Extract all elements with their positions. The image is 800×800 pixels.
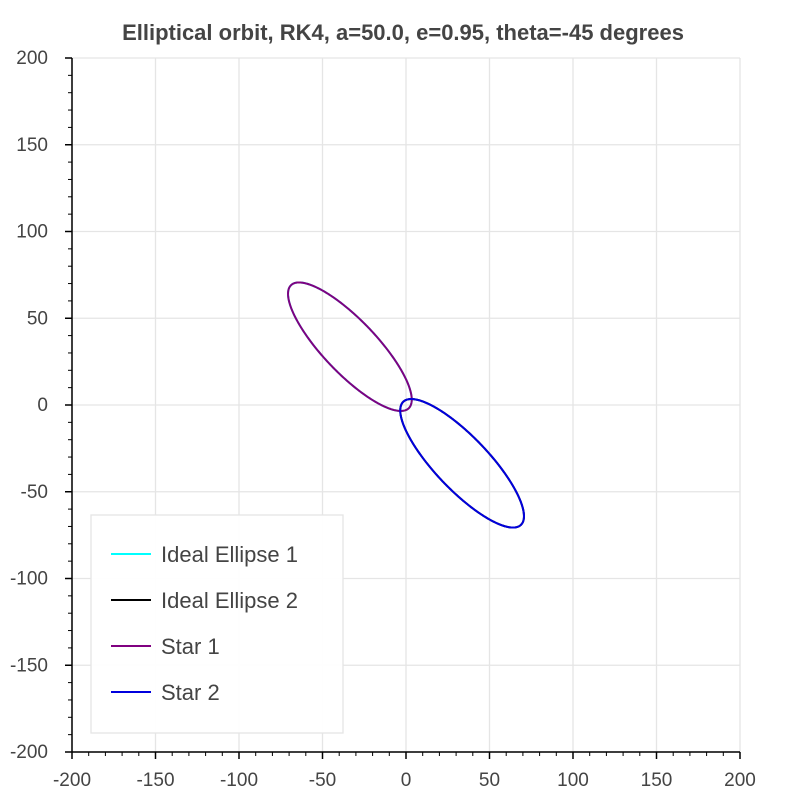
legend-label-1: Ideal Ellipse 1 — [161, 542, 298, 567]
legend: Ideal Ellipse 1 Ideal Ellipse 2 Star 1 Star… — [90, 514, 344, 734]
series-line-2 — [399, 398, 525, 529]
x-tick-label: -100 — [220, 770, 258, 791]
y-tick-label: 150 — [16, 135, 48, 156]
series-line-4 — [399, 398, 525, 529]
axes: -200 -150 -100 -50 0 50 100 150 200 -200 -150 -100 -… — [10, 48, 756, 791]
legend-label-3: Star 1 — [161, 634, 220, 659]
y-tick-label: -200 — [10, 742, 48, 763]
x-tick-label: -150 — [136, 770, 174, 791]
legend-label-2: Ideal Ellipse 2 — [161, 588, 298, 613]
y-tick-label: 100 — [16, 222, 48, 243]
series-line-1 — [287, 281, 413, 412]
x-tick-label: 200 — [724, 770, 756, 791]
x-tick-label: -50 — [309, 770, 336, 791]
series-line-3 — [287, 281, 413, 412]
legend-box — [90, 514, 344, 734]
x-tick-label: 100 — [557, 770, 589, 791]
y-tick-label: 0 — [37, 395, 48, 416]
y-tick-label: -50 — [21, 482, 48, 503]
y-tick-label: -150 — [10, 655, 48, 676]
x-tick-label: -200 — [53, 770, 91, 791]
y-tick-label: 200 — [16, 48, 48, 69]
x-tick-label: 150 — [641, 770, 673, 791]
y-tick-label: 50 — [27, 308, 48, 329]
y-tick-label: -100 — [10, 569, 48, 590]
legend-label-4: Star 2 — [161, 680, 220, 705]
series-lines — [287, 281, 525, 529]
x-tick-label: 0 — [401, 770, 412, 791]
chart-title: Elliptical orbit, RK4, a=50.0, e=0.95, t… — [122, 20, 684, 45]
x-tick-label: 50 — [479, 770, 500, 791]
